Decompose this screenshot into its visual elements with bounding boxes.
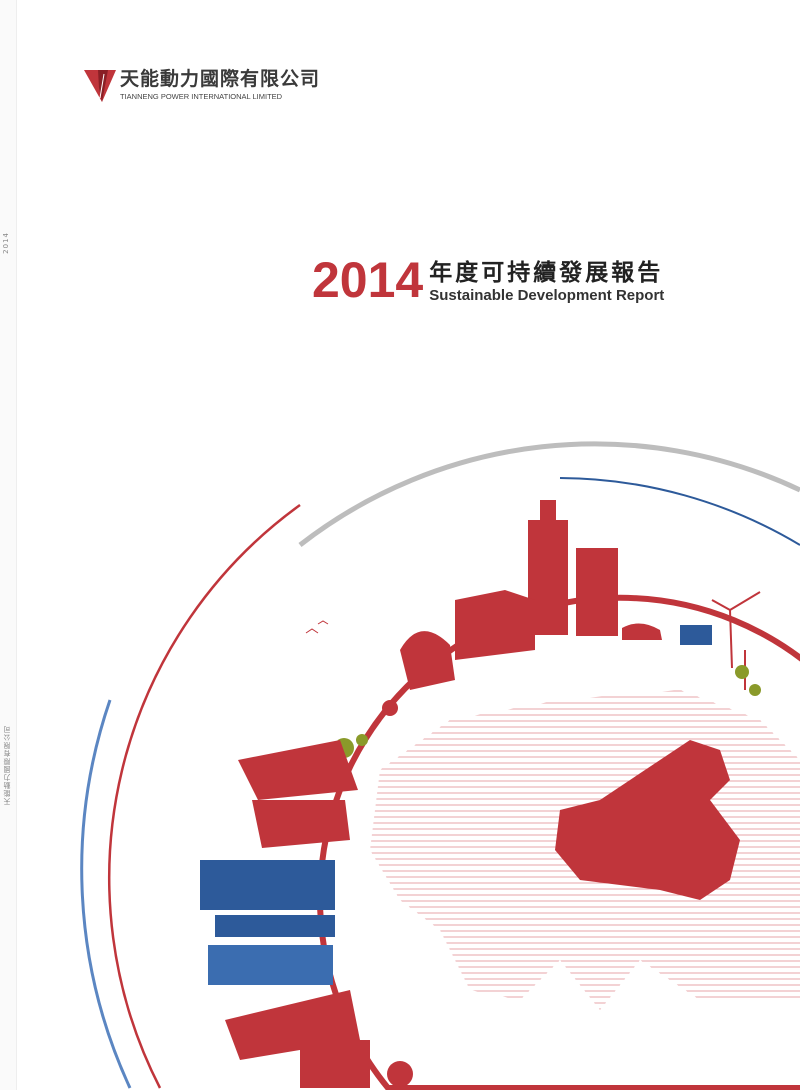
report-year: 2014 [312, 252, 424, 308]
city-buildings-left [200, 740, 413, 1088]
wind-turbines [711, 591, 761, 690]
birds [305, 620, 329, 634]
city-buildings-top [382, 500, 712, 716]
outer-blue-left-arc [80, 699, 132, 1089]
company-logo: 天能動力國際有限公司 TIANNENG POWER INTERNATIONAL … [84, 68, 320, 104]
china-map [555, 740, 740, 900]
logo-v-icon [84, 70, 116, 102]
book-spine: 2014 天能動力國際有限公司 [0, 0, 17, 1090]
report-title-en: Sustainable Development Report [429, 287, 665, 304]
company-name-cn: 天能動力國際有限公司 [120, 68, 321, 90]
outer-red-arc [108, 503, 301, 1089]
outer-gray-arc [298, 441, 800, 547]
report-title: 2014 年度可持續發展報告 Sustainable Development R… [312, 255, 664, 305]
company-name-en: TIANNENG POWER INTERNATIONAL LIMITED [120, 92, 283, 101]
report-title-cn: 年度可持續發展報告 [429, 260, 664, 286]
outer-blue-arc [559, 477, 800, 546]
